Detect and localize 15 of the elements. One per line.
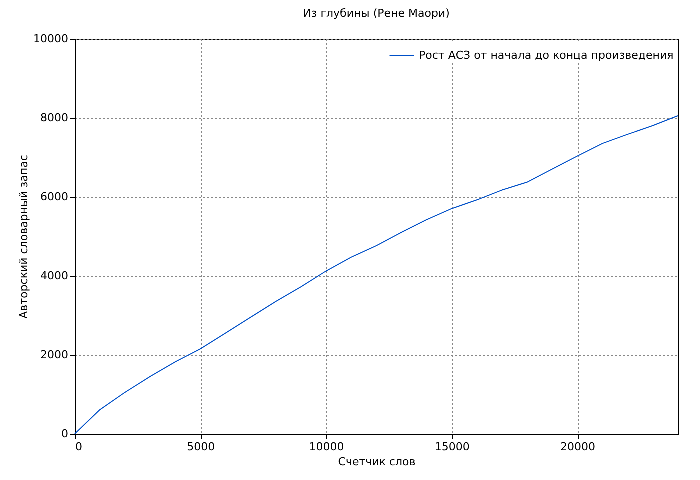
y-tick-label: 8000 [40,112,68,124]
y-tick-label: 0 [62,428,68,440]
y-axis-title: Авторский словарный запас [18,155,31,319]
y-tick-label: 6000 [40,190,68,204]
x-tick-label: 10000 [309,440,344,454]
legend-label: Рост АСЗ от начала до конца произведения [419,49,674,62]
y-tick-label: 2000 [40,348,68,362]
chart-title: Из глубины (Рене Маори) [303,7,450,20]
x-axis-title: Счетчик слов [338,456,416,468]
y-tick-label: 4000 [40,270,68,282]
x-tick-label: 5000 [187,440,216,454]
x-tick-label: 0 [76,440,82,454]
x-tick-label: 15000 [434,440,470,454]
x-tick-label: 20000 [560,440,596,454]
y-tick-label: 10000 [34,32,68,46]
